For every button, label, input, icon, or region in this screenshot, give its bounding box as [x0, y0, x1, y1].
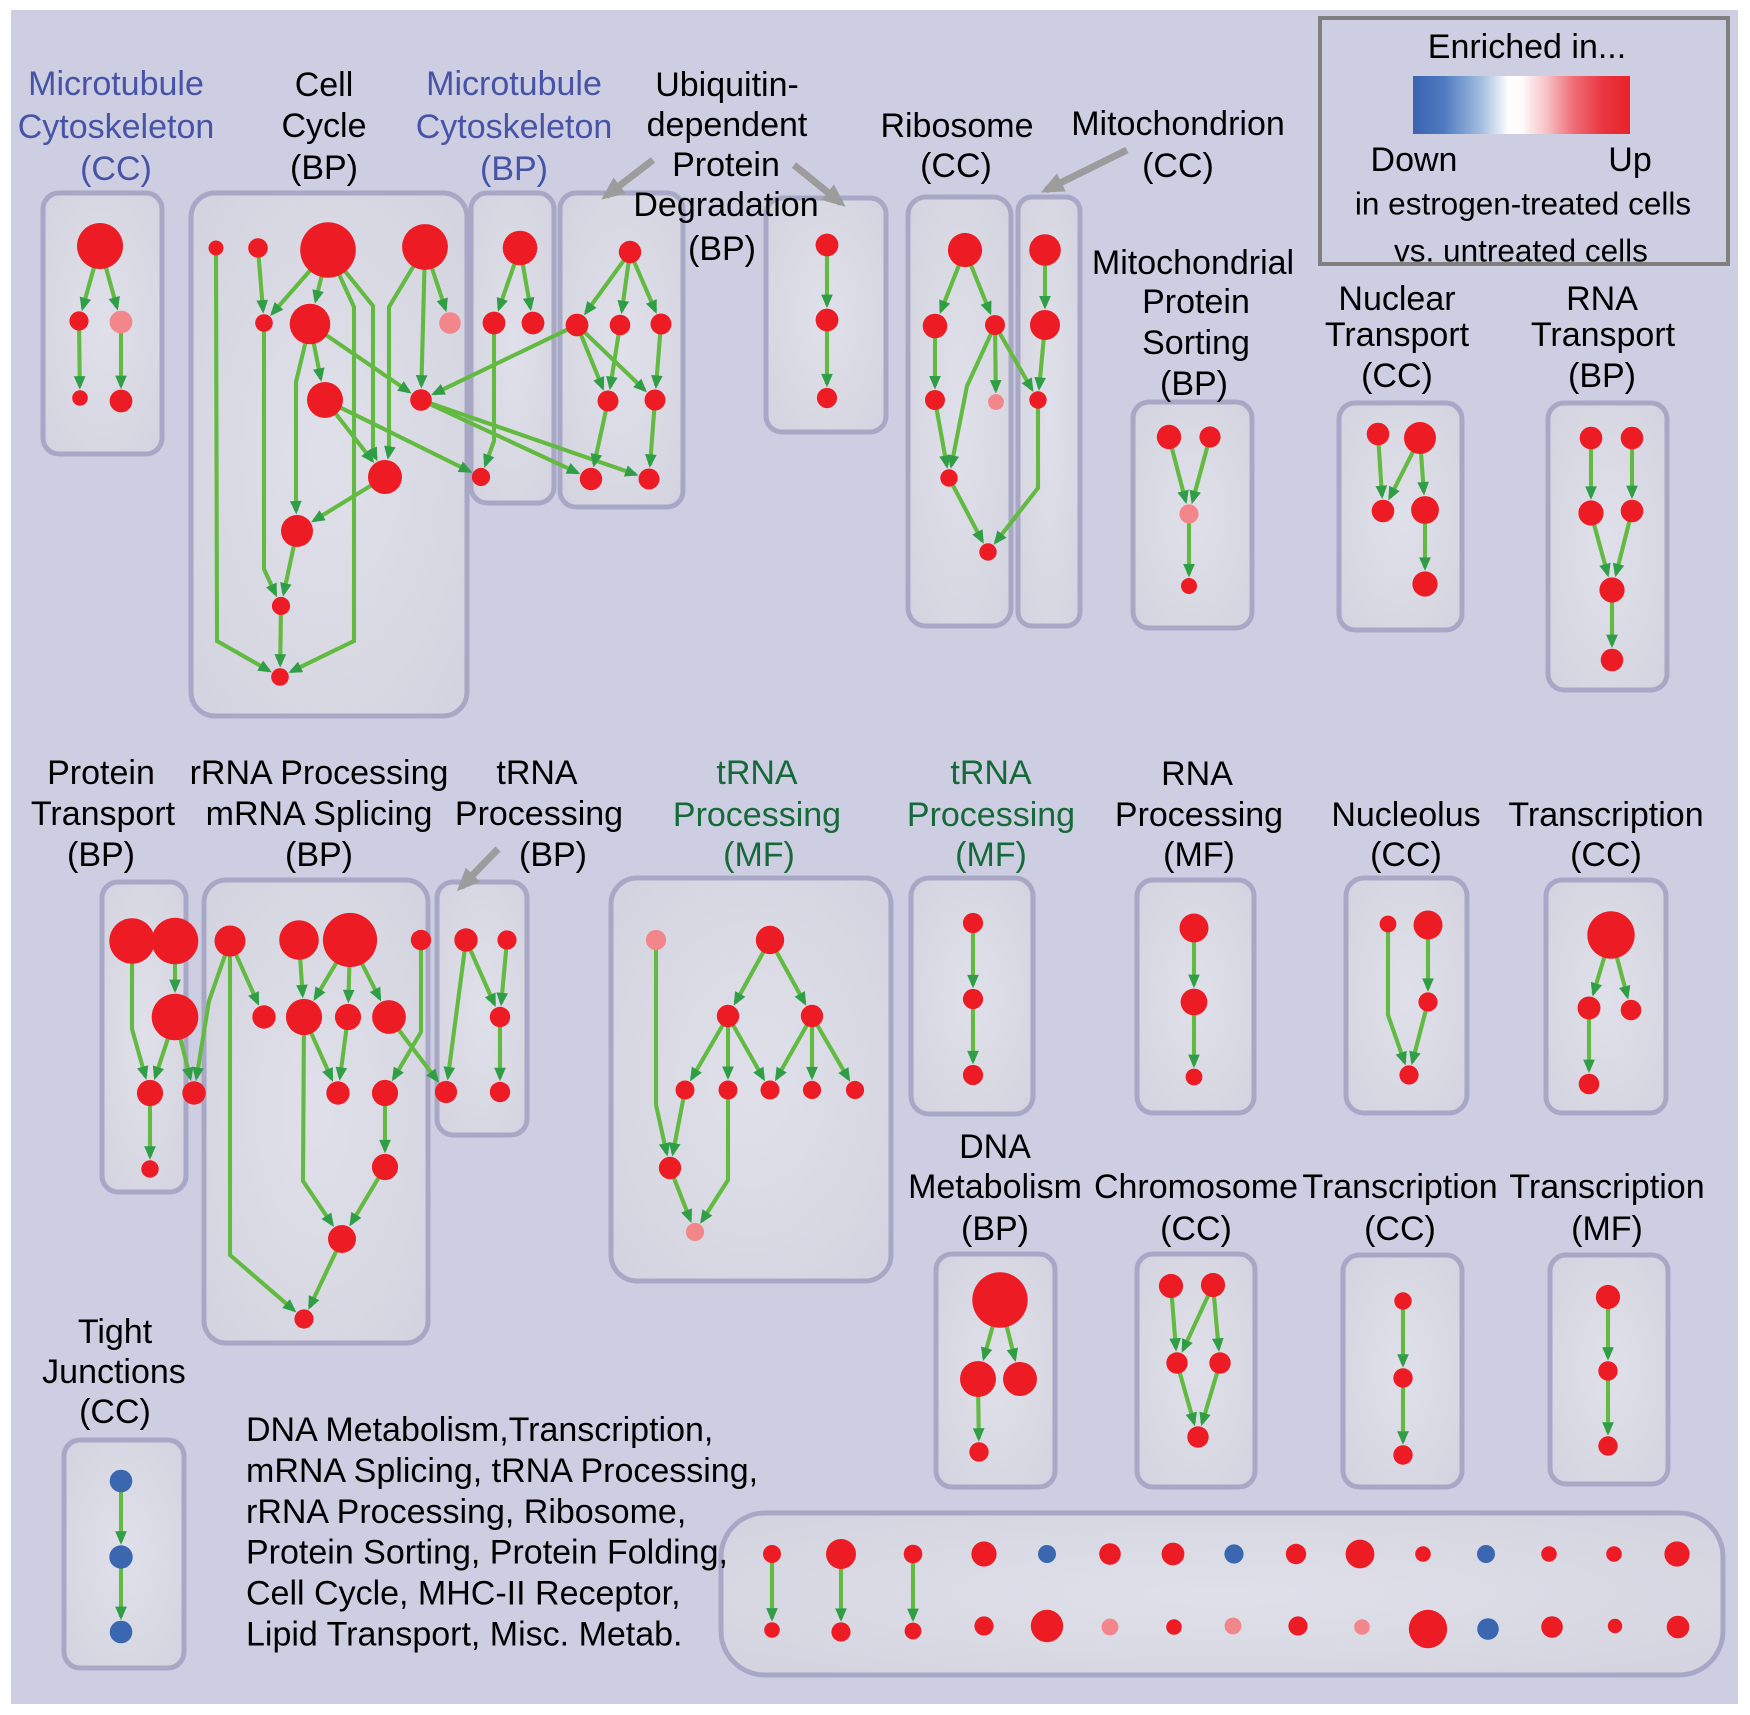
svg-text:RNA: RNA — [1566, 280, 1638, 318]
svg-text:Lipid Transport, Misc. Metab.: Lipid Transport, Misc. Metab. — [246, 1615, 683, 1653]
svg-text:Processing: Processing — [907, 796, 1075, 834]
svg-text:(BP): (BP) — [67, 836, 135, 874]
svg-text:Cell Cycle, MHC-II Receptor,: Cell Cycle, MHC-II Receptor, — [246, 1575, 681, 1613]
svg-text:(BP): (BP) — [480, 150, 548, 188]
svg-text:(CC): (CC) — [1364, 1210, 1436, 1248]
svg-text:Down: Down — [1371, 141, 1458, 179]
svg-text:RNA: RNA — [1161, 755, 1233, 793]
svg-text:Cytoskeleton: Cytoskeleton — [18, 108, 215, 146]
svg-text:mRNA Splicing: mRNA Splicing — [206, 795, 433, 833]
svg-text:Transcription: Transcription — [1508, 796, 1703, 834]
svg-text:(BP): (BP) — [285, 836, 353, 874]
svg-text:mRNA Splicing, tRNA Processing: mRNA Splicing, tRNA Processing, — [246, 1452, 758, 1490]
svg-text:Transport: Transport — [1325, 316, 1470, 354]
svg-text:Chromosome: Chromosome — [1094, 1168, 1298, 1206]
svg-text:Protein: Protein — [1142, 283, 1250, 321]
svg-text:Transport: Transport — [1531, 316, 1676, 354]
svg-text:in estrogen-treated cells: in estrogen-treated cells — [1355, 185, 1691, 221]
svg-text:(CC): (CC) — [1142, 147, 1214, 185]
svg-text:Protein Sorting, Protein Foldi: Protein Sorting, Protein Folding, — [246, 1534, 728, 1572]
svg-text:tRNA: tRNA — [950, 754, 1032, 792]
svg-text:(CC): (CC) — [1370, 836, 1442, 874]
svg-text:Microtubule: Microtubule — [426, 65, 602, 103]
svg-text:Mitochondrial: Mitochondrial — [1092, 244, 1294, 282]
svg-text:(CC): (CC) — [80, 150, 152, 188]
svg-text:Processing: Processing — [1115, 796, 1283, 834]
svg-text:dependent: dependent — [647, 106, 808, 144]
svg-text:(CC): (CC) — [1570, 836, 1642, 874]
svg-text:Ubiquitin-: Ubiquitin- — [655, 66, 799, 104]
svg-text:(MF): (MF) — [955, 836, 1027, 874]
svg-text:Enriched in...: Enriched in... — [1428, 28, 1626, 66]
svg-text:(MF): (MF) — [723, 836, 795, 874]
svg-text:vs. untreated cells: vs. untreated cells — [1394, 232, 1648, 268]
svg-text:(CC): (CC) — [79, 1393, 151, 1431]
svg-text:(CC): (CC) — [1361, 357, 1433, 395]
svg-text:Ribosome: Ribosome — [880, 107, 1033, 145]
svg-text:(BP): (BP) — [519, 836, 587, 874]
svg-text:Transcription: Transcription — [1509, 1168, 1704, 1206]
svg-text:DNA Metabolism,Transcription,: DNA Metabolism,Transcription, — [246, 1411, 713, 1449]
svg-text:Nucleolus: Nucleolus — [1331, 796, 1480, 834]
svg-text:Tight: Tight — [78, 1313, 153, 1351]
svg-text:(CC): (CC) — [1160, 1210, 1232, 1248]
svg-text:(BP): (BP) — [290, 149, 358, 187]
svg-text:Protein: Protein — [47, 754, 155, 792]
svg-text:Microtubule: Microtubule — [28, 65, 204, 103]
svg-text:(BP): (BP) — [688, 230, 756, 268]
svg-text:DNA: DNA — [959, 1128, 1031, 1166]
svg-text:Degradation: Degradation — [633, 186, 818, 224]
svg-text:Junctions: Junctions — [42, 1353, 186, 1391]
svg-text:Mitochondrion: Mitochondrion — [1071, 105, 1285, 143]
svg-text:(BP): (BP) — [961, 1210, 1029, 1248]
svg-text:tRNA: tRNA — [496, 754, 578, 792]
svg-text:(CC): (CC) — [920, 147, 992, 185]
svg-text:(MF): (MF) — [1571, 1210, 1643, 1248]
svg-text:Processing: Processing — [455, 795, 623, 833]
svg-text:(BP): (BP) — [1160, 365, 1228, 403]
svg-text:(MF): (MF) — [1163, 836, 1235, 874]
svg-text:Up: Up — [1608, 141, 1651, 179]
svg-text:rRNA Processing, Ribosome,: rRNA Processing, Ribosome, — [246, 1493, 686, 1531]
svg-text:Nuclear: Nuclear — [1338, 280, 1455, 318]
svg-text:Cytoskeleton: Cytoskeleton — [416, 108, 613, 146]
svg-text:tRNA: tRNA — [716, 754, 798, 792]
svg-text:Metabolism: Metabolism — [908, 1168, 1082, 1206]
svg-text:Protein: Protein — [672, 146, 780, 184]
svg-text:Transcription: Transcription — [1302, 1168, 1497, 1206]
svg-text:Transport: Transport — [31, 795, 176, 833]
svg-text:(BP): (BP) — [1568, 357, 1636, 395]
svg-text:Cell: Cell — [295, 66, 354, 104]
svg-text:Sorting: Sorting — [1142, 324, 1250, 362]
svg-text:rRNA Processing: rRNA Processing — [190, 754, 449, 792]
svg-text:Processing: Processing — [673, 796, 841, 834]
svg-text:Cycle: Cycle — [281, 107, 366, 145]
